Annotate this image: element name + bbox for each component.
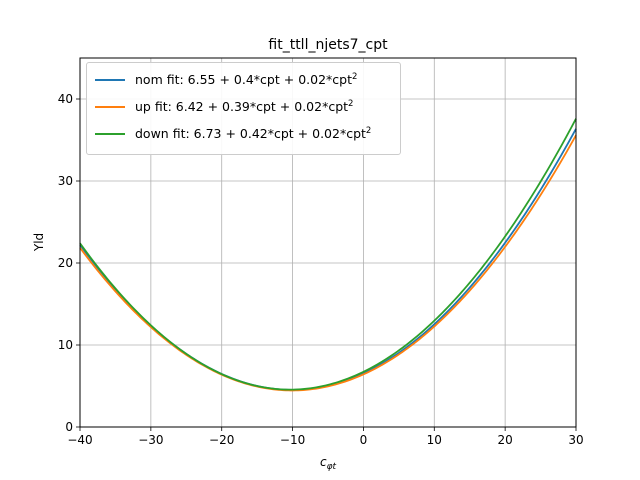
series-line-0 bbox=[79, 128, 577, 391]
y-axis-label: Yld bbox=[32, 233, 46, 252]
x-tick-label: 0 bbox=[360, 433, 368, 447]
x-axis-label-main: c bbox=[320, 455, 327, 469]
legend-label: down fit: 6.73 + 0.42*cpt + 0.02*cpt2 bbox=[135, 126, 371, 141]
series-line-1 bbox=[79, 134, 577, 392]
series-line-2 bbox=[79, 118, 577, 391]
x-tick-label: −20 bbox=[209, 433, 234, 447]
plot-frame bbox=[79, 57, 577, 428]
y-tick-label: 20 bbox=[58, 256, 73, 270]
legend-label-text: down fit: 6.73 + 0.42*cpt + 0.02*cpt bbox=[135, 126, 366, 142]
legend: nom fit: 6.55 + 0.4*cpt + 0.02*cpt2 up fi… bbox=[86, 62, 401, 155]
legend-label-exponent: 2 bbox=[351, 72, 358, 83]
legend-swatch bbox=[95, 133, 125, 135]
x-tick-label: −30 bbox=[138, 433, 163, 447]
legend-swatch bbox=[95, 79, 125, 81]
x-tick-label: −40 bbox=[67, 433, 92, 447]
series-lines bbox=[79, 118, 577, 392]
legend-label: up fit: 6.42 + 0.39*cpt + 0.02*cpt2 bbox=[135, 99, 353, 114]
legend-item: nom fit: 6.55 + 0.4*cpt + 0.02*cpt2 bbox=[95, 70, 357, 90]
x-axis-ticks: −40 −30 −20 −10 0 10 20 30 bbox=[67, 427, 584, 447]
x-axis-label: cφt bbox=[320, 455, 337, 472]
x-tick-label: 30 bbox=[568, 433, 583, 447]
x-tick-label: 10 bbox=[427, 433, 442, 447]
legend-swatch bbox=[95, 106, 125, 108]
legend-item: down fit: 6.73 + 0.42*cpt + 0.02*cpt2 bbox=[95, 124, 371, 144]
chart-title: fit_ttll_njets7_cpt bbox=[268, 37, 388, 53]
legend-item: up fit: 6.42 + 0.39*cpt + 0.02*cpt2 bbox=[95, 97, 353, 117]
x-tick-label: 20 bbox=[498, 433, 513, 447]
legend-label-text: nom fit: 6.55 + 0.4*cpt + 0.02*cpt bbox=[135, 72, 352, 88]
legend-label-text: up fit: 6.42 + 0.39*cpt + 0.02*cpt bbox=[135, 99, 349, 115]
legend-label-exponent: 2 bbox=[365, 126, 372, 137]
y-tick-label: 0 bbox=[65, 420, 73, 434]
y-tick-label: 40 bbox=[58, 92, 73, 106]
x-axis-label-sub: φt bbox=[327, 462, 337, 472]
y-tick-label: 10 bbox=[58, 338, 73, 352]
y-axis-ticks: 0 10 20 30 40 bbox=[58, 92, 80, 434]
legend-label: nom fit: 6.55 + 0.4*cpt + 0.02*cpt2 bbox=[135, 72, 357, 87]
y-tick-label: 30 bbox=[58, 174, 73, 188]
legend-label-exponent: 2 bbox=[348, 99, 354, 110]
x-tick-label: −10 bbox=[280, 433, 305, 447]
